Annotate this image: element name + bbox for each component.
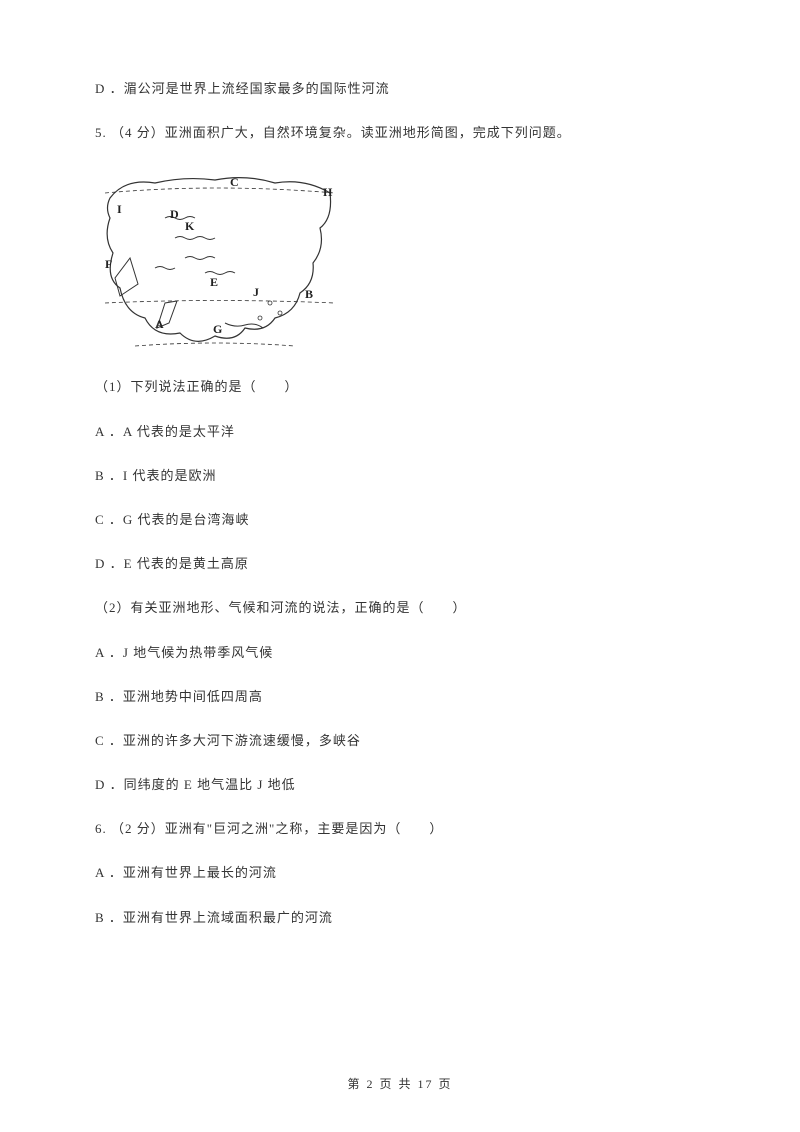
map-label-D: D — [170, 207, 179, 221]
map-label-K: K — [185, 219, 195, 233]
page-footer: 第 2 页 共 17 页 — [0, 1075, 800, 1092]
question-5-1-option-b: B ．I 代表的是欧洲 — [95, 467, 705, 485]
asia-map-svg: A B C D E F G H I J K — [95, 168, 340, 358]
question-5-1-stem: （1）下列说法正确的是（ ） — [95, 378, 705, 396]
asia-map-figure: A B C D E F G H I J K — [95, 168, 705, 358]
map-label-A: A — [155, 317, 164, 331]
map-label-B: B — [305, 287, 313, 301]
map-label-E: E — [210, 275, 218, 289]
question-5-stem: 5. （4 分）亚洲面积广大，自然环境复杂。读亚洲地形简图，完成下列问题。 — [95, 124, 705, 142]
question-5-1-option-c: C ．G 代表的是台湾海峡 — [95, 511, 705, 529]
map-label-J: J — [253, 285, 259, 299]
question-6-option-b: B ．亚洲有世界上流域面积最广的河流 — [95, 909, 705, 927]
question-6-option-a: A ．亚洲有世界上最长的河流 — [95, 864, 705, 882]
map-label-H: H — [323, 185, 333, 199]
map-label-I: I — [117, 202, 122, 216]
map-label-G: G — [213, 322, 222, 336]
question-5-2-option-d: D ．同纬度的 E 地气温比 J 地低 — [95, 776, 705, 794]
map-label-C: C — [230, 175, 239, 189]
question-5-2-option-c: C ．亚洲的许多大河下游流速缓慢，多峡谷 — [95, 732, 705, 750]
question-6-stem: 6. （2 分）亚洲有"巨河之洲"之称，主要是因为（ ） — [95, 820, 705, 838]
question-5-1-option-d: D ．E 代表的是黄土高原 — [95, 555, 705, 573]
question-5-1-option-a: A ．A 代表的是太平洋 — [95, 423, 705, 441]
question-5-2-option-b: B ．亚洲地势中间低四周高 — [95, 688, 705, 706]
option-d-prev: D ．湄公河是世界上流经国家最多的国际性河流 — [95, 80, 705, 98]
question-5-2-option-a: A ．J 地气候为热带季风气候 — [95, 644, 705, 662]
map-label-F: F — [105, 257, 112, 271]
question-5-2-stem: （2）有关亚洲地形、气候和河流的说法，正确的是（ ） — [95, 599, 705, 617]
